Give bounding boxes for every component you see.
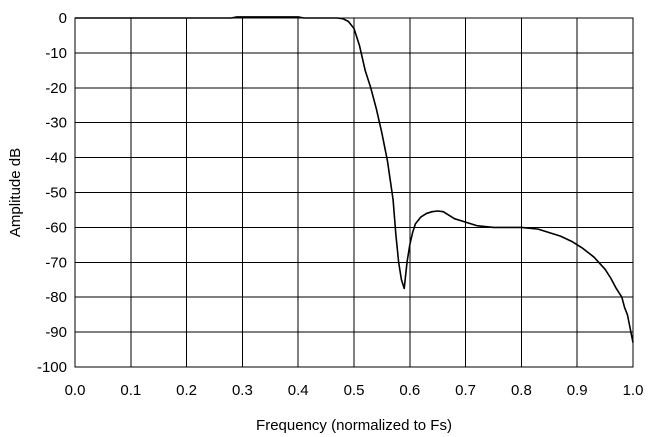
y-tick-label: -80 <box>45 289 67 306</box>
y-tick-label: -30 <box>45 115 67 132</box>
x-tick-label: 0.3 <box>232 382 253 399</box>
amplitude-curve <box>75 16 634 343</box>
y-tick-label: -10 <box>45 45 67 62</box>
x-tick-label: 0.9 <box>567 382 588 399</box>
plot-area-frame <box>74 17 634 368</box>
x-tick-label: 1.0 <box>623 382 644 399</box>
x-tick-label: 0.5 <box>344 382 365 399</box>
x-tick-label: 0.0 <box>65 382 86 399</box>
x-tick-label: 0.1 <box>120 382 141 399</box>
y-tick-label: -40 <box>45 150 67 167</box>
y-tick-label: -90 <box>45 324 67 341</box>
grid <box>74 17 634 368</box>
y-axis-tick-labels: 0 -10 -20 -30 -40 -50 -60 -70 -80 -90 -100 <box>37 10 67 376</box>
y-tick-label: -100 <box>37 359 67 376</box>
x-tick-label: 0.8 <box>511 382 532 399</box>
y-tick-label: -50 <box>45 185 67 202</box>
x-tick-label: 0.4 <box>288 382 309 399</box>
x-tick-label: 0.6 <box>399 382 420 399</box>
x-axis-label: Frequency (normalized to Fs) <box>256 417 452 434</box>
x-tick-label: 0.7 <box>455 382 476 399</box>
y-tick-label: -20 <box>45 80 67 97</box>
y-axis-label: Amplitude dB <box>7 148 24 237</box>
y-tick-label: 0 <box>59 10 67 27</box>
y-tick-label: -70 <box>45 254 67 271</box>
x-tick-label: 0.2 <box>176 382 197 399</box>
x-axis-tick-labels: 0.0 0.1 0.2 0.3 0.4 0.5 0.6 0.7 0.8 0.9 1.0 <box>65 382 644 399</box>
y-tick-label: -60 <box>45 219 67 236</box>
